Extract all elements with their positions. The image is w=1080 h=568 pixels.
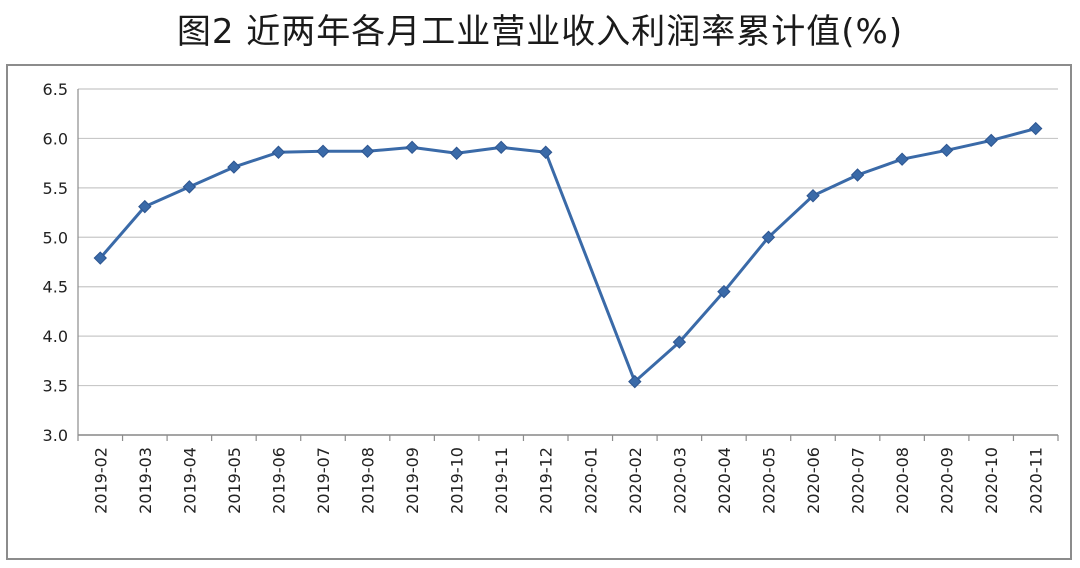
x-tick-label: 2020-06	[804, 447, 823, 514]
x-tick-label: 2019-05	[225, 447, 244, 514]
data-point-marker	[984, 133, 998, 148]
x-tick-label: 2019-06	[269, 447, 288, 514]
x-tick-label: 2020-07	[849, 447, 868, 514]
x-tick-label: 2019-02	[91, 447, 110, 514]
data-point-marker	[316, 144, 330, 158]
x-tick-label: 2019-03	[136, 447, 155, 514]
data-point-marker	[271, 145, 286, 159]
x-tick-label: 2020-05	[759, 447, 778, 514]
x-tick-label: 2019-11	[492, 447, 511, 514]
data-point-marker	[895, 152, 909, 166]
x-tick-label: 2019-09	[403, 447, 422, 514]
y-tick-label: 6.5	[43, 80, 68, 99]
series-group	[93, 121, 1043, 389]
chart-frame	[6, 64, 1072, 560]
data-point-marker	[939, 143, 954, 157]
data-point-marker	[628, 374, 642, 389]
data-point-marker	[494, 140, 508, 155]
x-tick-label: 2020-03	[670, 447, 689, 514]
y-tick-label: 4.5	[43, 278, 68, 297]
x-tick-label: 2020-10	[982, 447, 1001, 514]
chart-title: 图2 近两年各月工业营业收入利润率累计值(%)	[176, 12, 904, 52]
x-tick-label: 2019-04	[180, 447, 199, 514]
data-point-marker	[360, 144, 375, 158]
data-point-marker	[405, 140, 419, 155]
x-tick-label: 2019-08	[359, 447, 378, 514]
axes	[77, 89, 1058, 436]
y-tick-label: 6.0	[43, 129, 68, 148]
y-tick-label: 4.0	[43, 327, 68, 346]
data-point-marker	[850, 168, 865, 182]
y-tick-label: 5.0	[43, 228, 68, 247]
data-point-marker	[717, 284, 731, 299]
x-tick-label: 2020-09	[938, 447, 957, 514]
data-point-marker	[449, 146, 464, 160]
x-tick-label: 2019-07	[314, 447, 333, 514]
y-tick-label: 3.5	[43, 377, 68, 396]
x-tick-label: 2020-11	[1027, 447, 1046, 514]
y-tick-label: 3.0	[43, 426, 68, 445]
data-point-marker	[182, 180, 197, 194]
x-tick-label: 2020-02	[626, 447, 645, 514]
data-point-marker	[672, 335, 687, 349]
gridlines	[78, 88, 1058, 436]
x-tick-label: 2019-12	[537, 447, 556, 514]
data-point-marker	[761, 230, 776, 244]
data-point-marker	[1029, 121, 1043, 136]
x-tick-label: 2020-08	[893, 447, 912, 514]
x-tick-label: 2019-10	[448, 447, 467, 514]
data-point-marker	[138, 199, 152, 214]
x-tick-label: 2020-04	[715, 447, 734, 514]
data-point-marker	[539, 145, 553, 159]
data-point-marker	[227, 160, 241, 174]
x-tick-label: 2020-01	[581, 447, 600, 514]
x-axis-ticks: 2019-02 2019-03 2019-04 2019-05 2019-06 2019-…	[77, 435, 1059, 514]
y-axis-ticks: 3.0 3.5 4.0 4.5 5.0 5.5 6.0 6.5	[43, 80, 68, 445]
data-point-marker	[806, 189, 820, 203]
data-point-marker	[93, 251, 107, 265]
series-line	[99, 127, 1037, 384]
y-tick-label: 5.5	[43, 179, 68, 198]
